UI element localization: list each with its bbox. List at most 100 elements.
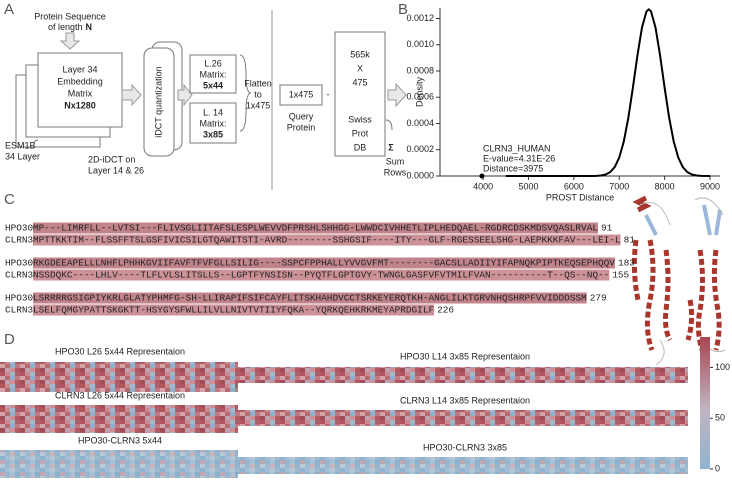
sequence-end: 155 [612, 269, 629, 280]
x-tick-label: 5000 [518, 181, 538, 191]
label: Matrix [68, 88, 93, 98]
label: iDCT quantization [153, 66, 163, 137]
helix [663, 249, 673, 342]
label: Sum [386, 156, 405, 166]
sequence-name: HPO30 [5, 222, 34, 233]
alignment-highlight [33, 269, 610, 281]
label: 475 [352, 77, 367, 87]
alignment-highlight [33, 304, 435, 316]
alignment-highlight [33, 292, 587, 304]
label: to [254, 89, 262, 99]
arrow [121, 83, 142, 107]
sequence-name: CLRN3 [5, 269, 34, 280]
helix [631, 239, 641, 301]
matrix-box [189, 54, 237, 94]
sequence: MP---LIMRFLL--LVTSI---FLIVSGLIITAFSLESPL… [33, 222, 598, 233]
y-tick-label: 0.0012 [406, 13, 434, 23]
colorbar [700, 337, 710, 469]
sequence-end: 279 [590, 292, 607, 303]
arrow [59, 32, 81, 50]
helix [685, 299, 695, 341]
label: Protein [287, 122, 316, 132]
x-tick-label: 4000 [473, 181, 493, 191]
alignment-highlight [33, 257, 615, 269]
label: X [357, 63, 363, 73]
colorbar-tick-label: 0 [715, 463, 720, 473]
heatmap-title: HPO30 L26 5x44 Representaion [55, 346, 185, 356]
matrix-box [189, 102, 237, 144]
label: Swiss [348, 114, 372, 124]
label: 5x44 [203, 80, 223, 90]
sequence-name: CLRN3 [5, 234, 34, 245]
label: L. 14 [203, 107, 223, 117]
colorbar-tick-label: 50 [715, 413, 725, 423]
y-tick-label: 0.0006 [406, 92, 434, 102]
label: Prot [352, 128, 369, 138]
pipeline-diagram [15, 10, 407, 190]
annotation: E-value=4.31E-26 [483, 153, 555, 163]
brace [239, 54, 252, 132]
sequence: RKGDEEAPELLLNHFLPHHKGVIIFAVFTFVFGLLSILIG… [33, 257, 615, 268]
label: Layer 34 [62, 64, 97, 74]
y-tick-label: 0.0002 [406, 144, 434, 154]
label: DB [354, 142, 367, 152]
strand [644, 204, 722, 236]
heatmap [0, 405, 238, 433]
sequence: MPTTKKTIM--FLSSFFTSLGSFIVICSILGTQAWITSTI… [33, 234, 621, 245]
annotation: CLRN3_HUMAN [483, 143, 551, 153]
label: Query [289, 111, 314, 121]
label: Rows [384, 167, 407, 177]
label: 3x85 [203, 129, 223, 139]
heatmap-title: HPO30-CLRN3 5x44 [78, 435, 162, 445]
label: Matrix: [200, 118, 227, 128]
label: 2D-iDCT on [88, 154, 135, 164]
heatmap [238, 457, 688, 474]
label: Layer 14 & 26 [88, 165, 144, 175]
label: Σ [388, 142, 394, 152]
heatmap-title: CLRN3 L26 5x44 Representaion [55, 390, 185, 400]
sequence-name: HPO30 [5, 292, 34, 303]
heatmap-title: CLRN3 L14 3x85 Representaion [400, 395, 530, 405]
arrow [387, 82, 407, 108]
helix [644, 239, 656, 351]
heatmap-title: HPO30 L14 3x85 Representaion [400, 351, 530, 361]
protein-structures [631, 195, 726, 366]
panel-label: B [398, 1, 408, 18]
label: Nx1280 [64, 100, 96, 110]
alignment-highlight [33, 234, 621, 246]
y-tick-label: 0.0010 [406, 39, 434, 49]
sequence-end: 91 [601, 222, 613, 233]
sequence: NSSDQKC----LHLV----TLFLVLSLITSLLS--LGPTF… [33, 269, 609, 280]
alignment-highlight [33, 222, 598, 234]
sequence: LSRRRRGSIGPIYKRLGLATYPHMFG-SH-LLIRAPIFSI… [33, 292, 587, 303]
query-point [479, 173, 485, 179]
quantization-box [143, 47, 175, 157]
panel-label: C [4, 191, 15, 208]
label: ESM1B [5, 140, 36, 150]
x-tick-label: 7000 [609, 181, 629, 191]
x-axis-label: PROST Distance [546, 192, 614, 202]
label: - [327, 89, 330, 99]
sequence-name: CLRN3 [5, 304, 34, 315]
label: N [86, 22, 93, 32]
y-axis-label: Density [414, 76, 424, 107]
label: Matrix: [200, 69, 227, 79]
x-tick-label: 6000 [564, 181, 584, 191]
panel-label: D [4, 331, 15, 348]
heatmap [0, 362, 238, 392]
sequence-end: 183 [618, 257, 635, 268]
x-tick-label: 9000 [700, 181, 720, 191]
database-box [334, 31, 386, 157]
x-tick-label: 8000 [655, 181, 675, 191]
label: 1x475 [289, 89, 314, 99]
label: Protein Sequence [34, 11, 106, 21]
sequence-name: HPO30 [5, 257, 34, 268]
label: of length [48, 22, 83, 32]
sequence-end: 226 [437, 304, 454, 315]
query-box [279, 84, 323, 106]
label: Embedding [57, 76, 103, 86]
label: of length N [48, 22, 92, 32]
colorbar-tick-label: 100 [715, 362, 730, 372]
sequence-end: 81 [624, 234, 636, 245]
